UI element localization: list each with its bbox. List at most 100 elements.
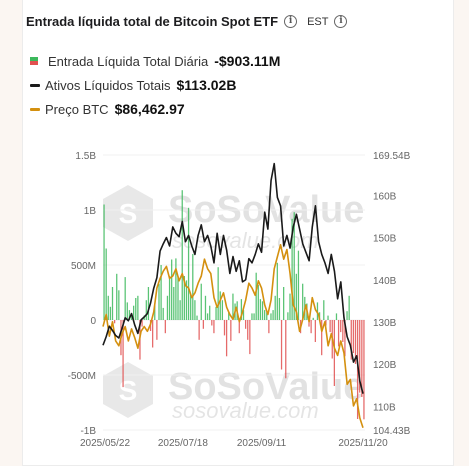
- watermark-url: sosovalue.com: [172, 398, 319, 423]
- inflow-bar: [223, 320, 226, 336]
- inflow-bar: [259, 299, 262, 320]
- inflow-bar: [261, 301, 264, 320]
- inflow-bar: [238, 320, 240, 334]
- inflow-bar: [268, 320, 270, 334]
- inflow-bar: [158, 283, 160, 320]
- watermark-url: sosovalue.com: [172, 228, 319, 253]
- y-left-tick-label: -1B: [80, 426, 96, 437]
- inflow-bar: [213, 320, 215, 334]
- inflow-bar: [175, 258, 177, 320]
- inflow-bar: [109, 306, 112, 320]
- inflow-bar: [171, 259, 173, 320]
- chart-header: Entrada líquida total de Bitcoin Spot ET…: [26, 14, 348, 29]
- inflow-bar: [363, 320, 365, 420]
- inflow-bar: [255, 272, 257, 320]
- inflow-bar: [285, 320, 287, 379]
- legend-assets-label: Ativos Líquidos Totais: [45, 77, 171, 93]
- inflow-bar: [283, 287, 285, 320]
- chart-legend: Entrada Líquida Total Diária -$903.11M A…: [30, 49, 280, 121]
- inflow-bar: [147, 287, 150, 320]
- inflow-bar: [202, 320, 204, 329]
- chart-axes: 1.5B 1B 500M 0 -500M -1B 169.54B 160B 150B 140B 13…: [68, 151, 411, 449]
- inflow-bar: [350, 320, 352, 360]
- inflow-bar: [337, 320, 340, 347]
- inflow-bar: [228, 312, 230, 320]
- inflow-swatch-icon: [30, 57, 38, 65]
- legend-price-value: $86,462.97: [114, 101, 185, 117]
- legend-inflow-value: -$903.11M: [214, 53, 281, 69]
- inflow-bar: [289, 293, 291, 320]
- inflow-bar: [291, 218, 293, 320]
- legend-inflow-label: Entrada Líquida Total Diária: [48, 53, 209, 69]
- inflow-bar: [230, 320, 232, 341]
- inflow-bar: [185, 280, 188, 320]
- inflow-bar: [274, 295, 276, 320]
- inflow-bar: [310, 320, 312, 334]
- inflow-bar: [249, 320, 251, 355]
- inflow-bar: [124, 277, 126, 320]
- inflow-bar: [122, 320, 124, 388]
- inflow-bar: [344, 320, 346, 357]
- inflow-bar: [200, 283, 202, 320]
- legend-item-inflow[interactable]: Entrada Líquida Total Diária -$903.11M: [30, 49, 280, 73]
- inflow-bar: [118, 290, 120, 320]
- inflow-bar: [206, 313, 209, 320]
- inflow-bar: [312, 317, 314, 320]
- inflow-bar: [126, 302, 128, 320]
- info-icon[interactable]: i: [284, 15, 298, 28]
- inflow-bar: [160, 265, 162, 320]
- inflow-bar: [181, 190, 183, 320]
- timezone-info-icon[interactable]: i: [334, 15, 348, 28]
- inflow-bar: [156, 320, 158, 340]
- inflow-bar: [194, 300, 196, 320]
- inflow-bar: [242, 310, 245, 320]
- inflow-bar: [211, 320, 213, 326]
- inflow-bar: [276, 262, 278, 320]
- svg-text:S: S: [119, 375, 138, 406]
- x-tick-label: 2025/07/18: [158, 438, 208, 449]
- inflow-bar: [346, 311, 348, 320]
- watermark-brand: SoSoValue: [168, 366, 364, 408]
- chart-lines: [102, 162, 364, 429]
- inflow-bar: [297, 250, 300, 320]
- inflow-bar: [314, 320, 316, 342]
- inflow-bar: [335, 313, 338, 320]
- y-left-tick-label: -500M: [68, 371, 96, 382]
- inflow-bar: [154, 303, 156, 320]
- inflow-bar: [257, 284, 259, 320]
- y-right-tick-label: 150B: [373, 234, 397, 245]
- inflow-bar: [247, 320, 249, 340]
- y-right-tick-label: 104.43B: [373, 426, 411, 437]
- inflow-bar: [130, 314, 133, 320]
- inflow-bar: [287, 312, 289, 320]
- x-tick-label: 2025/11/20: [338, 438, 388, 449]
- y-left-tick-label: 1.5B: [75, 151, 96, 162]
- inflow-bar: [173, 287, 175, 320]
- legend-item-price[interactable]: Preço BTC $86,462.97: [30, 97, 280, 121]
- inflow-bar: [323, 300, 325, 320]
- y-left-tick-label: 1B: [84, 206, 97, 217]
- inflow-bar: [329, 320, 331, 333]
- chart-title: Entrada líquida total de Bitcoin Spot ET…: [26, 14, 279, 29]
- inflow-bar: [135, 298, 137, 320]
- y-right-tick-label: 130B: [373, 318, 397, 329]
- inflow-bar: [244, 320, 247, 329]
- timezone-label[interactable]: EST: [307, 15, 329, 28]
- inflow-bar: [225, 320, 228, 357]
- inflow-bar: [342, 320, 344, 342]
- inflow-bar: [141, 320, 143, 327]
- inflow-bar: [348, 295, 350, 320]
- inflow-bar: [232, 293, 234, 320]
- inflow-bar: [264, 310, 266, 320]
- inflow-bar: [295, 273, 297, 320]
- inflow-bar: [164, 320, 166, 334]
- inflow-bar: [190, 294, 192, 320]
- total-assets-line: [102, 162, 364, 394]
- inflow-bar: [204, 295, 207, 320]
- assets-swatch-icon: [30, 83, 40, 87]
- inflow-bar: [107, 295, 109, 320]
- inflow-bar: [270, 313, 272, 320]
- inflow-bar: [215, 306, 217, 320]
- legend-item-assets[interactable]: Ativos Líquidos Totais $113.02B: [30, 73, 280, 97]
